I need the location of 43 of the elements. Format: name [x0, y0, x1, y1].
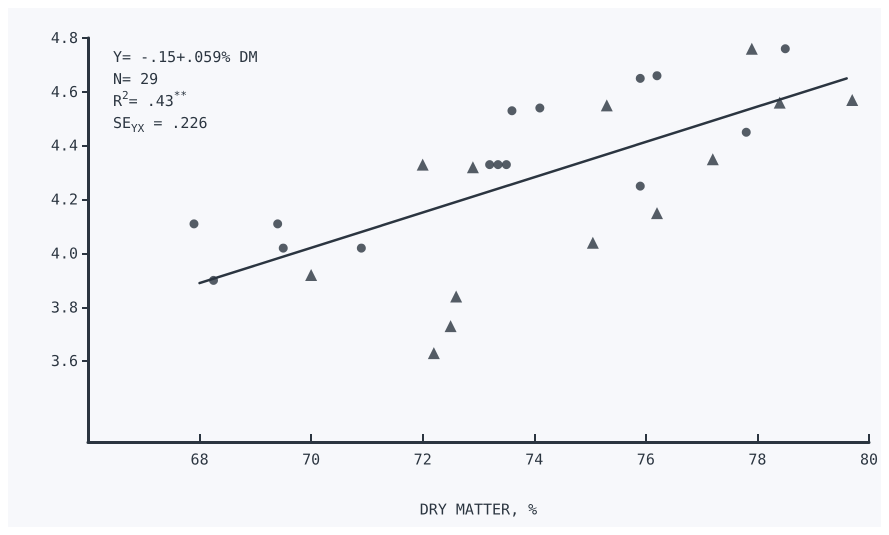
point [742, 128, 751, 137]
point [494, 160, 503, 170]
point [273, 219, 282, 228]
point [600, 99, 613, 112]
y-tick-label: 4.6 [50, 82, 78, 101]
x-tick-label: 80 [860, 450, 878, 468]
point [356, 244, 366, 253]
point [650, 207, 663, 220]
point [305, 269, 318, 282]
point [746, 42, 758, 55]
x-tick-label: 76 [636, 450, 655, 468]
point [416, 158, 429, 171]
point [636, 182, 645, 191]
point [780, 44, 790, 54]
point [535, 104, 544, 113]
y-tick-label: 4.8 [50, 29, 78, 47]
x-tick-label: 78 [748, 450, 766, 468]
point [466, 161, 479, 174]
x-tick-label: 70 [302, 450, 320, 468]
point [444, 320, 457, 332]
annotation: Y= -.15+.059% DM [113, 48, 258, 66]
point [502, 160, 511, 170]
annotation: N= 29 [113, 70, 158, 88]
x-axis-title: DRY MATTER, % [420, 500, 538, 518]
y-tick-label: 3.6 [50, 352, 78, 370]
x-tick-label: 72 [414, 450, 432, 468]
point [706, 153, 719, 166]
point [278, 244, 288, 253]
point [652, 71, 662, 80]
point [190, 219, 198, 228]
x-tick-label: 68 [190, 450, 209, 468]
point [846, 94, 858, 106]
y-tick-label: 4.4 [50, 136, 78, 155]
y-tick-label: 4.0 [50, 244, 78, 262]
point [586, 236, 599, 249]
point [636, 74, 645, 83]
point [428, 347, 440, 360]
point [507, 106, 516, 116]
y-tick-label: 4.2 [50, 190, 78, 209]
point [485, 160, 494, 170]
point [450, 290, 462, 303]
y-tick-label: 3.8 [50, 298, 78, 316]
x-tick-label: 74 [525, 450, 544, 468]
